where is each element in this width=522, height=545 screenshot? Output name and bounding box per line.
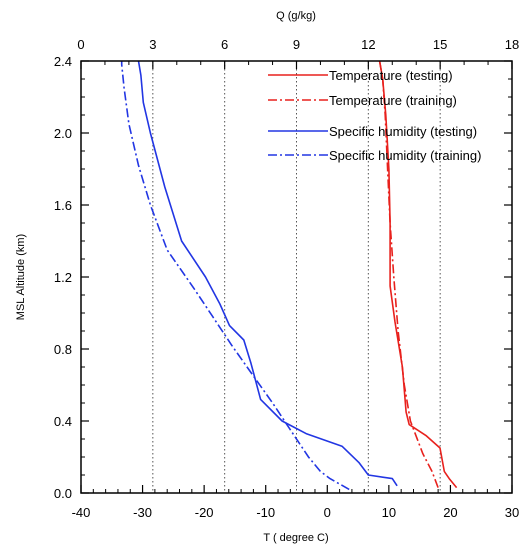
x-tick-label-bottom: -40: [72, 505, 91, 520]
legend-label-0: Temperature (testing): [329, 68, 453, 83]
legend-label-2: Specific humidity (testing): [329, 124, 477, 139]
y-axis-title: MSL Altitude (km): [15, 234, 27, 320]
legend: Temperature (testing) Temperature (traini…: [268, 68, 481, 163]
series-group: [120, 60, 458, 491]
x-tick-label-bottom: 10: [382, 505, 396, 520]
x-tick-label-bottom: 20: [443, 505, 457, 520]
series-line-2: [137, 60, 398, 487]
legend-label-1: Temperature (training): [329, 93, 457, 108]
x-axis-title-top: Q (g/kg): [276, 10, 316, 22]
series-line-1: [378, 60, 439, 488]
y-tick-label: 0.8: [54, 342, 72, 357]
y-tick-label: 0.0: [54, 486, 72, 501]
gridlines: [152, 61, 441, 493]
legend-label-3: Specific humidity (training): [329, 148, 481, 163]
y-tick-label: 1.2: [54, 270, 72, 285]
y-tick-label: 2.4: [54, 54, 72, 69]
y-tick-label: 2.0: [54, 126, 72, 141]
tick-marks: [80, 60, 513, 494]
x-tick-label-top: 9: [293, 37, 300, 52]
y-tick-label: 1.6: [54, 198, 72, 213]
x-tick-label-bottom: -10: [256, 505, 275, 520]
x-tick-label-top: 15: [433, 37, 447, 52]
x-tick-label-bottom: 30: [505, 505, 519, 520]
x-tick-label-top: 18: [505, 37, 519, 52]
x-tick-label-top: 12: [361, 37, 375, 52]
x-tick-label-bottom: -20: [195, 505, 214, 520]
series-line-3: [120, 61, 350, 491]
x-tick-label-top: 3: [149, 37, 156, 52]
x-axis-title-bottom: T ( degree C): [263, 532, 328, 544]
tick-labels: 0.00.40.81.21.62.02.4-40 -30 -20 -10 0 10 20 30…: [54, 37, 519, 520]
y-tick-label: 0.4: [54, 414, 72, 429]
x-tick-label-bottom: 0: [324, 505, 331, 520]
x-tick-label-top: 0: [77, 37, 84, 52]
x-tick-label-top: 6: [221, 37, 228, 52]
x-tick-label-bottom: -30: [133, 505, 152, 520]
